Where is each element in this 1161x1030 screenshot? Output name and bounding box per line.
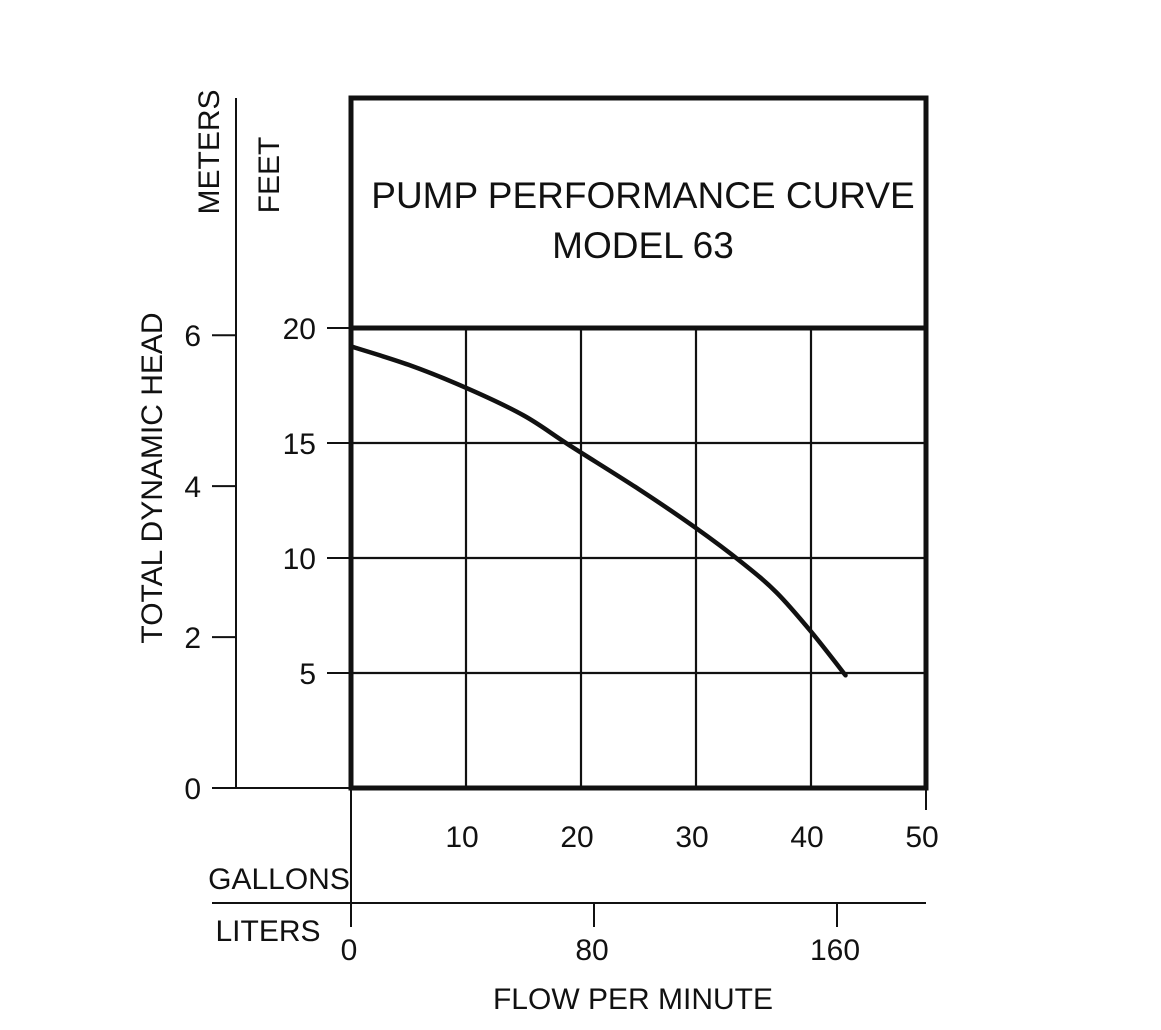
chart-title: PUMP PERFORMANCE CURVE xyxy=(371,175,914,216)
gallons-tick-label: 10 xyxy=(445,821,478,854)
meters-tick-label: 0 xyxy=(184,773,201,806)
feet-tick-label: 10 xyxy=(283,543,316,576)
y-primary-unit-label: FEET xyxy=(253,137,286,214)
pump-curve-line xyxy=(348,344,848,678)
feet-tick-label: 20 xyxy=(283,313,316,346)
meters-tick-label: 6 xyxy=(184,320,201,353)
liters-tick-label: 160 xyxy=(810,934,860,967)
y-axis-title: TOTAL DYNAMIC HEAD xyxy=(136,312,169,643)
meters-tick-label: 4 xyxy=(184,471,201,504)
chart-series xyxy=(348,344,848,678)
x-primary-unit-label: GALLONS xyxy=(208,863,350,896)
x-secondary-unit-label: LITERS xyxy=(215,915,320,948)
feet-tick-label: 15 xyxy=(283,428,316,461)
chart-labels: PUMP PERFORMANCE CURVE MODEL 63 TOTAL DY… xyxy=(136,89,915,1016)
chart-subtitle: MODEL 63 xyxy=(552,225,734,266)
chart-axes: 5 10 15 20 0 2 4 6 10 20 30 40 50 0 80 160 xyxy=(184,98,939,967)
gallons-tick-label: 40 xyxy=(790,821,823,854)
gallons-tick-label: 50 xyxy=(905,821,938,854)
gallons-tick-label: 20 xyxy=(560,821,593,854)
gallons-tick-label: 30 xyxy=(675,821,708,854)
meters-tick-label: 2 xyxy=(184,622,201,655)
x-axis-title: FLOW PER MINUTE xyxy=(493,983,773,1016)
y-secondary-unit-label: METERS xyxy=(193,89,226,214)
liters-tick-label: 0 xyxy=(341,934,358,967)
feet-tick-label: 5 xyxy=(299,658,316,691)
liters-tick-label: 80 xyxy=(575,934,608,967)
chart-grid xyxy=(351,328,926,788)
